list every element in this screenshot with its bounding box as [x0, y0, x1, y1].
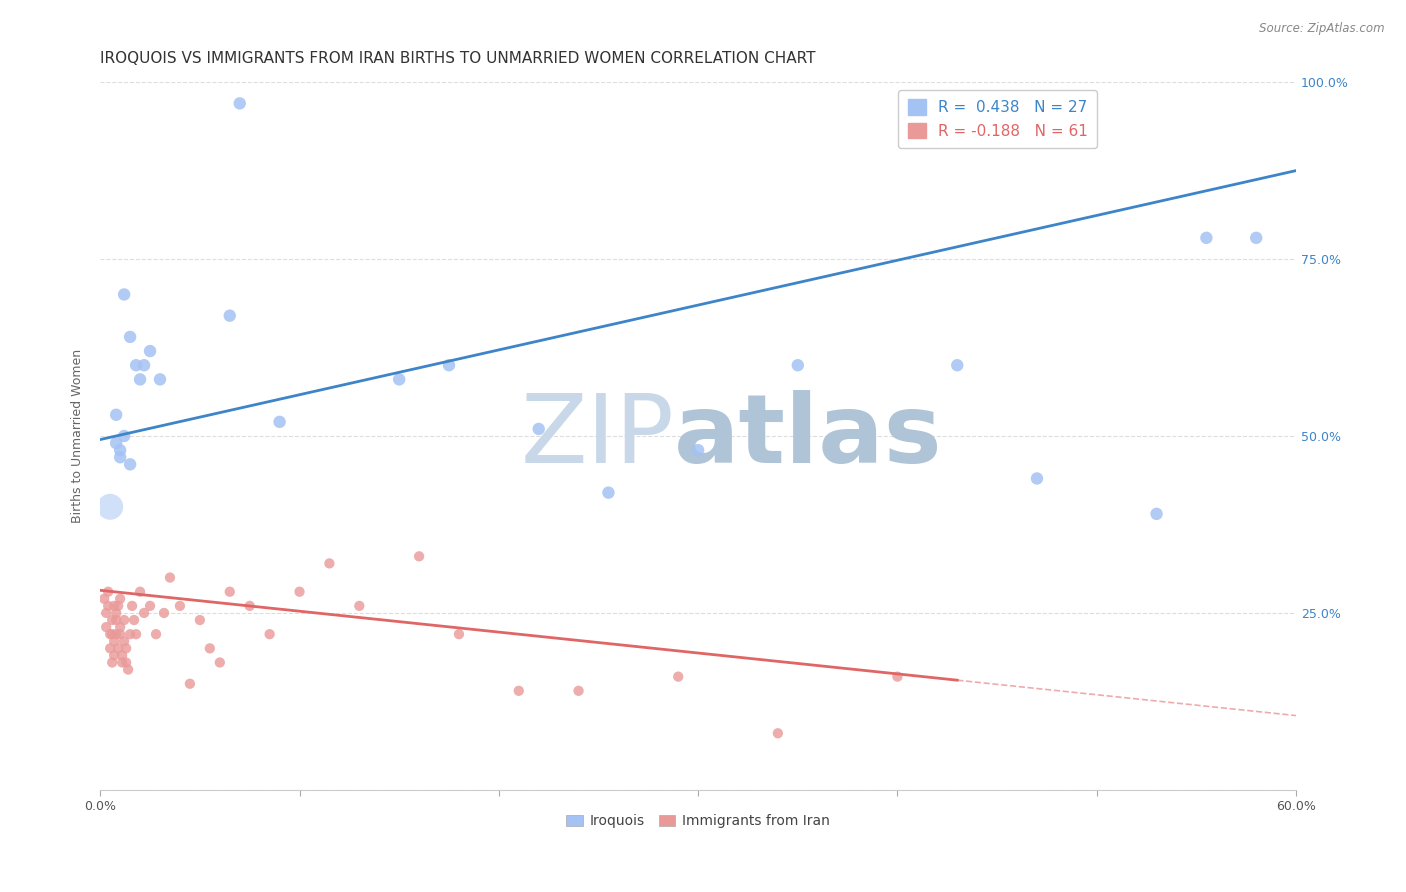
- Point: [179, 677, 201, 691]
- Point: [259, 627, 281, 641]
- Point: [159, 570, 181, 584]
- Point: [125, 358, 148, 372]
- Point: [188, 613, 211, 627]
- Point: [349, 599, 371, 613]
- Point: [101, 656, 124, 670]
- Point: [139, 344, 162, 359]
- Point: [388, 372, 411, 386]
- Point: [112, 287, 135, 301]
- Point: [149, 372, 172, 386]
- Point: [169, 599, 191, 613]
- Point: [105, 408, 128, 422]
- Point: [120, 330, 142, 344]
- Point: [1244, 231, 1267, 245]
- Point: [117, 663, 139, 677]
- Point: [112, 429, 135, 443]
- Point: [567, 683, 589, 698]
- Point: [786, 358, 808, 372]
- Point: [101, 613, 124, 627]
- Point: [105, 436, 128, 450]
- Point: [129, 584, 152, 599]
- Point: [766, 726, 789, 740]
- Point: [153, 606, 176, 620]
- Point: [96, 620, 118, 634]
- Point: [527, 422, 550, 436]
- Point: [98, 627, 121, 641]
- Point: [208, 656, 231, 670]
- Point: [1026, 471, 1049, 485]
- Point: [198, 641, 221, 656]
- Point: [1146, 507, 1168, 521]
- Point: [112, 634, 135, 648]
- Point: [98, 641, 121, 656]
- Point: [139, 599, 162, 613]
- Point: [598, 485, 620, 500]
- Point: [946, 358, 969, 372]
- Point: [437, 358, 460, 372]
- Point: [96, 606, 118, 620]
- Point: [132, 358, 155, 372]
- Point: [107, 641, 129, 656]
- Point: [129, 372, 152, 386]
- Point: [108, 450, 131, 465]
- Point: [688, 443, 710, 458]
- Point: [115, 641, 138, 656]
- Point: [318, 557, 340, 571]
- Point: [408, 549, 430, 564]
- Point: [105, 627, 128, 641]
- Point: [218, 309, 240, 323]
- Point: [103, 648, 125, 663]
- Point: [269, 415, 291, 429]
- Point: [111, 648, 134, 663]
- Legend: Iroquois, Immigrants from Iran: Iroquois, Immigrants from Iran: [561, 809, 835, 834]
- Point: [101, 627, 124, 641]
- Text: Source: ZipAtlas.com: Source: ZipAtlas.com: [1260, 22, 1385, 36]
- Point: [108, 443, 131, 458]
- Point: [108, 591, 131, 606]
- Point: [132, 606, 155, 620]
- Point: [508, 683, 530, 698]
- Point: [105, 606, 128, 620]
- Point: [107, 599, 129, 613]
- Point: [112, 613, 135, 627]
- Point: [145, 627, 167, 641]
- Point: [103, 599, 125, 613]
- Point: [122, 613, 145, 627]
- Point: [229, 96, 252, 111]
- Point: [97, 584, 120, 599]
- Point: [125, 627, 148, 641]
- Point: [886, 670, 908, 684]
- Point: [121, 599, 143, 613]
- Point: [218, 584, 240, 599]
- Point: [120, 627, 142, 641]
- Point: [98, 500, 121, 514]
- Point: [239, 599, 262, 613]
- Point: [105, 613, 128, 627]
- Text: atlas: atlas: [675, 390, 943, 483]
- Point: [1195, 231, 1218, 245]
- Point: [93, 591, 115, 606]
- Point: [120, 458, 142, 472]
- Text: ZIP: ZIP: [520, 390, 675, 483]
- Point: [288, 584, 311, 599]
- Point: [447, 627, 470, 641]
- Point: [111, 656, 134, 670]
- Point: [115, 656, 138, 670]
- Text: IROQUOIS VS IMMIGRANTS FROM IRAN BIRTHS TO UNMARRIED WOMEN CORRELATION CHART: IROQUOIS VS IMMIGRANTS FROM IRAN BIRTHS …: [100, 51, 815, 66]
- Y-axis label: Births to Unmarried Women: Births to Unmarried Women: [72, 349, 84, 523]
- Point: [103, 634, 125, 648]
- Point: [666, 670, 689, 684]
- Point: [97, 599, 120, 613]
- Point: [108, 627, 131, 641]
- Point: [108, 620, 131, 634]
